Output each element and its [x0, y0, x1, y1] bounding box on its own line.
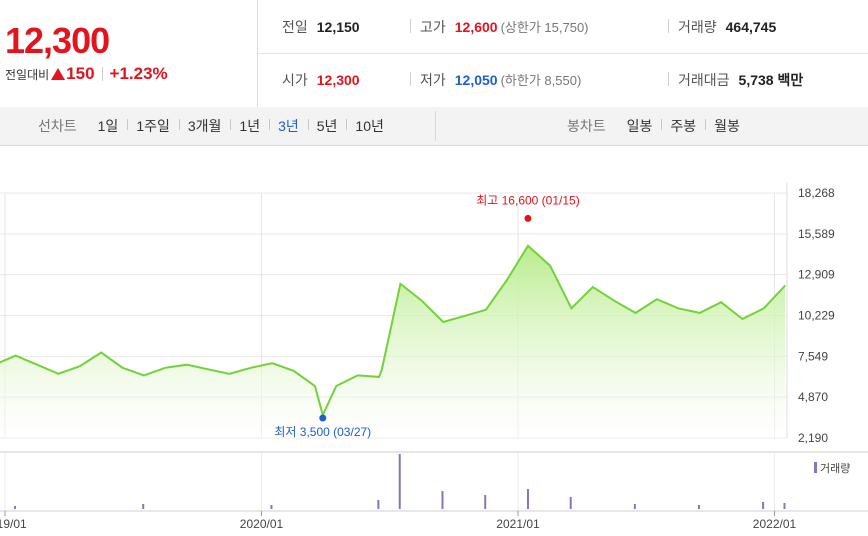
stat-low: 저가 12,050 (하한가 8,550) — [420, 72, 582, 88]
line-period-tab[interactable]: 3개월 — [178, 116, 231, 136]
volume-bar — [270, 505, 273, 509]
divider — [101, 67, 103, 81]
volume-bar — [783, 503, 786, 509]
x-tick-label: 2022/01 — [753, 517, 797, 531]
line-period-tab[interactable]: 3년 — [269, 116, 308, 136]
price-chart: 18,268 15,589 12,909 10,229 7,549 4,870 2,190 최… — [0, 183, 868, 531]
line-period-tab[interactable]: 10년 — [346, 116, 392, 136]
current-price: 12,300 — [5, 20, 110, 61]
volume-legend-label: 거래량 — [820, 462, 850, 475]
volume-legend-swatch — [814, 462, 817, 473]
quote-panel: 12,300 전일대비 150 +1.23% 전일 12,150 고가 12,600… — [0, 0, 868, 108]
line-period-tab[interactable]: 1년 — [230, 116, 269, 136]
line-chart-group-label: 선차트 — [38, 118, 77, 134]
stats-row-1: 전일 12,150 고가 12,600 (상한가 15,750) 거래량 464,745 — [258, 0, 868, 54]
volume-bar — [762, 502, 765, 509]
candle-chart-tabs: 봉차트 일봉 주봉 월봉 — [567, 107, 749, 145]
y-tick-label: 18,268 — [798, 186, 835, 200]
low-marker — [319, 414, 327, 422]
quote-stats: 전일 12,150 고가 12,600 (상한가 15,750) 거래량 464,745… — [258, 0, 868, 107]
stat-prev-close: 전일 12,150 — [282, 19, 360, 35]
y-tick-label: 7,549 — [798, 349, 828, 363]
stat-volume: 거래량 464,745 — [678, 19, 777, 35]
volume-bar — [633, 504, 636, 509]
up-triangle-icon — [51, 68, 66, 80]
y-tick-label: 2,190 — [798, 431, 828, 445]
high-label: 최고 16,600 (01/15) — [476, 193, 579, 207]
y-tick-label: 10,229 — [798, 309, 835, 323]
x-tick-label: 2019/01 — [0, 517, 27, 531]
volume-bar — [697, 505, 700, 509]
change-row: 전일대비 150 +1.23% — [5, 64, 168, 84]
change-percent: +1.23% — [109, 64, 168, 83]
volume-bar — [142, 504, 145, 509]
y-tick-label: 15,589 — [798, 227, 835, 241]
line-period-tab[interactable]: 1일 — [97, 118, 119, 134]
volume-bar — [526, 489, 529, 509]
price-area — [0, 245, 786, 438]
line-period-tab[interactable]: 5년 — [307, 116, 347, 136]
volume-bar — [569, 497, 572, 509]
stat-trade-value: 거래대금 5,738 백만 — [678, 72, 804, 88]
volume-bar — [441, 491, 444, 509]
candle-chart-group-label: 봉차트 — [567, 118, 606, 134]
candle-period-tab[interactable]: 월봉 — [705, 116, 749, 136]
high-marker — [524, 214, 532, 222]
change-value: 150 — [66, 64, 95, 83]
y-tick-label: 4,870 — [798, 390, 828, 404]
current-price-box: 12,300 전일대비 150 +1.23% — [0, 0, 258, 107]
candle-period-tab[interactable]: 주봉 — [661, 116, 705, 136]
volume-bar — [13, 506, 16, 509]
volume-bar — [377, 500, 380, 509]
tab-divider — [435, 111, 436, 141]
line-period-tab[interactable]: 1주일 — [127, 116, 179, 136]
stat-open: 시가 12,300 — [282, 72, 360, 88]
y-tick-label: 12,909 — [798, 268, 835, 282]
line-chart-tabs: 선차트 1일 1주일 3개월 1년 3년 5년 10년 — [38, 107, 393, 145]
x-tick-label: 2020/01 — [240, 517, 284, 531]
chart-tab-bar: 선차트 1일 1주일 3개월 1년 3년 5년 10년 봉차트 일봉 주봉 월봉 — [0, 107, 868, 146]
candle-period-tab[interactable]: 일봉 — [626, 118, 653, 134]
stat-high: 고가 12,600 (상한가 15,750) — [420, 19, 589, 35]
stats-row-2: 시가 12,300 저가 12,050 (하한가 8,550) 거래대금 5,738 백… — [258, 53, 868, 106]
volume-bar — [484, 495, 487, 509]
price-line — [0, 244, 786, 418]
low-label: 최저 3,500 (03/27) — [274, 425, 371, 439]
change-label: 전일대비 — [5, 67, 50, 82]
volume-bar — [398, 454, 401, 509]
x-tick-label: 2021/01 — [496, 517, 540, 531]
